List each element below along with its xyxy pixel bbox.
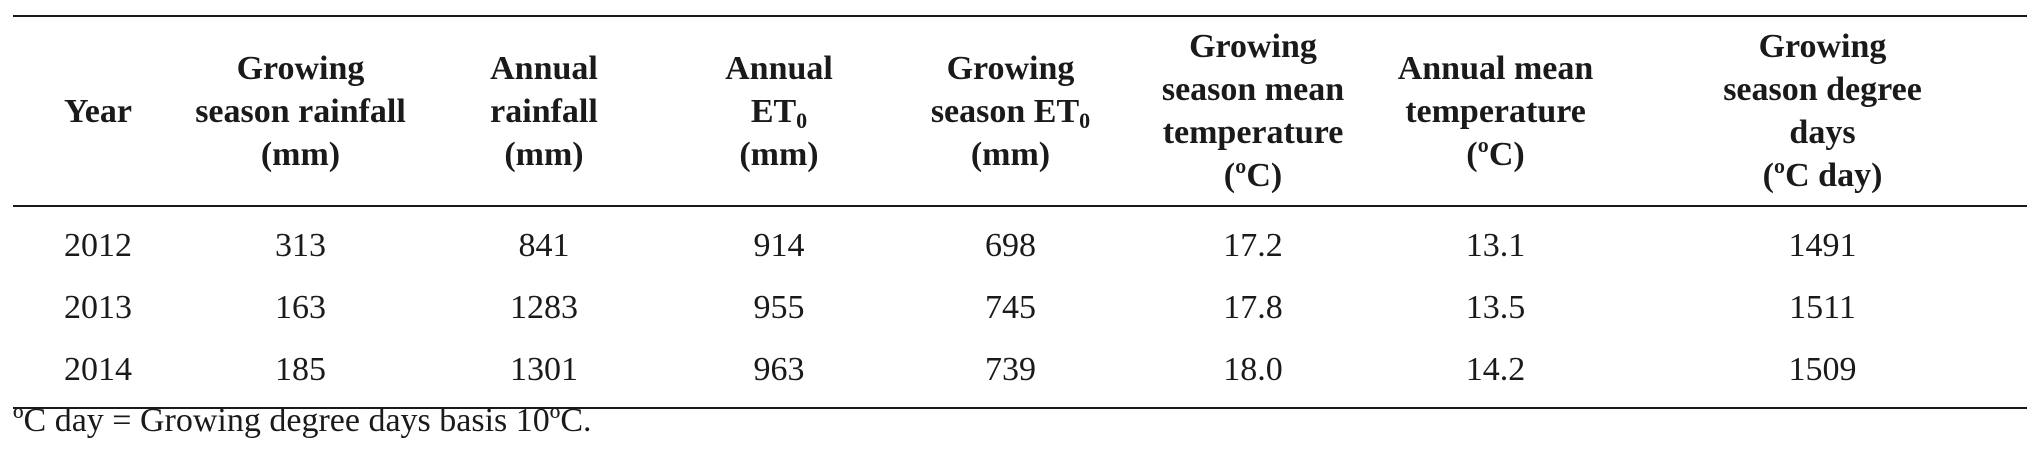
header-line-text: season degree bbox=[1723, 71, 1922, 108]
header-line-text: Growing bbox=[1758, 28, 1887, 65]
header-growing-season-degree-days: Growing season degree days (ºC day) bbox=[1618, 15, 2027, 207]
header-line-text: (mm) bbox=[739, 135, 819, 173]
header-line-text: Annual mean bbox=[1397, 49, 1594, 87]
header-growing-season-mean-temperature: Growing season mean temperature (ºC) bbox=[1133, 15, 1373, 207]
header-line: Annual bbox=[670, 47, 888, 90]
header-line: (ºC day) bbox=[1618, 154, 2027, 197]
table-cell: 18.0 bbox=[1133, 339, 1373, 409]
table-cell: 841 bbox=[518, 227, 570, 264]
table-cell: 13.1 bbox=[1465, 227, 1526, 264]
table-body: 2012 313 841 914 698 17.2 13.1 1491 2013 163 1283 9… bbox=[13, 206, 2027, 409]
table-row: 2014 185 1301 963 739 18.0 14.2 1509 bbox=[13, 339, 2027, 409]
header-line: (ºC) bbox=[1133, 154, 1373, 197]
header-line: season degree bbox=[1618, 68, 2027, 111]
header-line-text: (ºC day) bbox=[1762, 157, 1883, 194]
header-line: Growing bbox=[183, 47, 418, 90]
header-line: Growing bbox=[1133, 25, 1373, 68]
table-cell: 1301 bbox=[418, 339, 670, 409]
header-line: Year bbox=[13, 90, 183, 133]
header-line-text: rainfall bbox=[490, 92, 598, 130]
subscript-zero: 0 bbox=[1079, 107, 1091, 133]
header-line-text: season ET bbox=[930, 92, 1080, 130]
header-line-text: Growing bbox=[946, 49, 1075, 87]
header-line-text: Growing bbox=[1189, 28, 1317, 65]
header-line-text: temperature bbox=[1405, 92, 1586, 130]
table-cell: 1511 bbox=[1789, 289, 1856, 326]
table-row: 2012 313 841 914 698 17.2 13.1 1491 bbox=[13, 206, 2027, 277]
table-cell: 1509 bbox=[1618, 339, 2027, 409]
header-line-text: (ºC) bbox=[1466, 135, 1525, 173]
header-line: (ºC) bbox=[1373, 133, 1618, 176]
header-line: Annual mean bbox=[1373, 47, 1618, 90]
table-cell: 955 bbox=[753, 289, 805, 326]
table-cell: 914 bbox=[753, 227, 805, 264]
table-row: 2013 163 1283 955 745 17.8 13.5 1511 bbox=[13, 277, 2027, 339]
table-cell: 163 bbox=[275, 289, 326, 326]
header-line: (mm) bbox=[418, 133, 670, 176]
table-header: Year Growing season rainfall (mm) Annual rain… bbox=[13, 15, 2027, 207]
header-line: Annual bbox=[418, 47, 670, 90]
header-line: Growing bbox=[888, 47, 1133, 90]
year-cell: 2013 bbox=[64, 289, 132, 326]
header-line-text: season mean bbox=[1161, 71, 1345, 108]
table-cell: 739 bbox=[888, 339, 1133, 409]
header-line: (mm) bbox=[670, 133, 888, 176]
header-annual-et0: Annual ET0 (mm) bbox=[670, 15, 888, 207]
header-line: season mean bbox=[1133, 68, 1373, 111]
year-cell: 2012 bbox=[64, 227, 132, 264]
table-cell: 1283 bbox=[510, 289, 578, 326]
table-cell: 17.8 bbox=[1223, 289, 1283, 326]
table-cell: 745 bbox=[985, 289, 1036, 326]
header-row: Year Growing season rainfall (mm) Annual rain… bbox=[13, 15, 2027, 207]
table-footnote: ºC day = Growing degree days basis 10ºC. bbox=[13, 402, 592, 439]
header-growing-season-rainfall: Growing season rainfall (mm) bbox=[183, 15, 418, 207]
header-line-text: temperature bbox=[1162, 114, 1344, 151]
header-line-text: ET bbox=[750, 92, 797, 130]
table-cell: 963 bbox=[670, 339, 888, 409]
header-line-text: (mm) bbox=[260, 135, 341, 173]
climate-data-table: Year Growing season rainfall (mm) Annual rain… bbox=[13, 15, 2027, 409]
table-cell: 13.5 bbox=[1465, 289, 1526, 326]
header-line-text: (mm) bbox=[504, 135, 584, 173]
table-cell: 313 bbox=[275, 227, 326, 264]
header-annual-rainfall: Annual rainfall (mm) bbox=[418, 15, 670, 207]
table-cell: 185 bbox=[183, 339, 418, 409]
header-line: Growing bbox=[1618, 25, 2027, 68]
header-line-text: (mm) bbox=[970, 135, 1051, 173]
table-cell: 1491 bbox=[1788, 227, 1857, 264]
table-cell: 698 bbox=[985, 227, 1036, 264]
header-line: temperature bbox=[1373, 90, 1618, 133]
header-line: (mm) bbox=[183, 133, 418, 176]
header-line-text: days bbox=[1789, 114, 1856, 151]
year-cell: 2014 bbox=[13, 339, 183, 409]
header-line-text: Year bbox=[64, 92, 132, 130]
header-line-text: Annual bbox=[725, 49, 833, 87]
subscript-zero: 0 bbox=[796, 107, 808, 133]
header-year: Year bbox=[13, 15, 183, 207]
header-line-text: (ºC) bbox=[1223, 157, 1283, 194]
header-line: (mm) bbox=[888, 133, 1133, 176]
header-line-text: Growing bbox=[236, 49, 365, 87]
header-line: season ET0 bbox=[888, 90, 1133, 133]
header-line: days bbox=[1618, 111, 2027, 154]
header-line: ET0 bbox=[670, 90, 888, 133]
header-line-text: season rainfall bbox=[195, 92, 406, 130]
header-line: rainfall bbox=[418, 90, 670, 133]
header-line-text: Annual bbox=[490, 49, 598, 87]
header-line: temperature bbox=[1133, 111, 1373, 154]
header-line: season rainfall bbox=[183, 90, 418, 133]
table-cell: 17.2 bbox=[1223, 227, 1283, 264]
table-cell: 14.2 bbox=[1373, 339, 1618, 409]
header-annual-mean-temperature: Annual mean temperature (ºC) bbox=[1373, 15, 1618, 207]
header-growing-season-et0: Growing season ET0 (mm) bbox=[888, 15, 1133, 207]
